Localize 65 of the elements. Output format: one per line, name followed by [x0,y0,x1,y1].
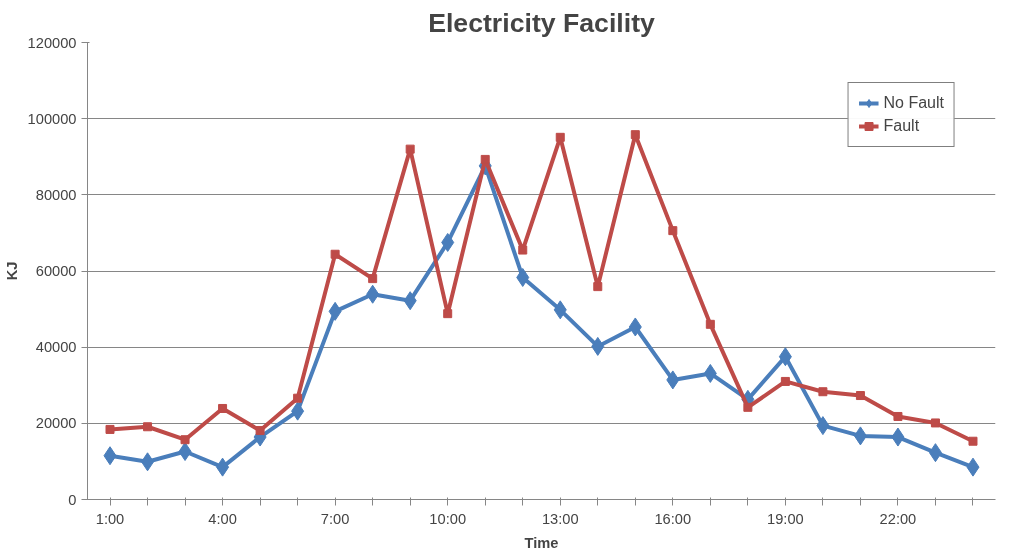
point [330,249,340,259]
x-tick-label: 22:00 [879,510,917,527]
point [366,284,380,304]
point [593,282,603,292]
point [666,370,680,390]
x-tick-label: 16:00 [654,510,692,527]
point [178,442,192,462]
point [291,401,305,421]
point [743,402,753,412]
point [105,424,115,434]
point [853,426,867,446]
point [103,446,117,466]
point [928,443,942,463]
x-tick-label: 19:00 [767,510,804,527]
point [218,403,228,413]
x-tick-label: 1:00 [95,510,125,527]
point [368,274,378,284]
point [255,426,265,436]
point [891,427,905,447]
point [966,457,980,477]
point [553,300,567,320]
point [705,319,715,329]
y-tick-label: 100000 [27,110,77,127]
point [293,393,303,403]
point [441,232,455,252]
point [855,391,865,401]
y-tick-label: 0 [68,491,77,508]
point [930,418,940,428]
point [518,245,528,255]
x-tick-label: 10:00 [429,510,467,527]
chart-title: Electricity Facility [428,7,656,38]
y-tick-label: 20000 [35,415,77,432]
point [480,154,490,164]
legend-label: Fault [883,117,920,135]
point [516,267,530,287]
point [141,452,155,472]
point [816,416,830,436]
point [778,347,792,367]
point [403,291,417,311]
x-tick-label: 13:00 [541,510,579,527]
point [555,132,565,142]
point [216,457,230,477]
point [591,336,605,356]
x-tick-label: 4:00 [208,510,237,527]
point [328,301,342,321]
y-tick-label: 80000 [35,186,77,203]
y-axis-title: KJ [3,261,20,281]
point [668,226,678,236]
x-tick-label: 7:00 [320,510,350,527]
point [818,387,828,397]
y-tick-label: 120000 [27,34,77,51]
x-axis-title: Time [524,534,559,551]
legend-label: No Fault [883,94,944,112]
point [703,363,717,383]
point [630,130,640,140]
point [780,376,790,386]
y-tick-label: 40000 [35,339,77,356]
point [893,411,903,421]
point [405,144,415,154]
point [180,435,190,445]
point [968,436,978,446]
point [443,309,453,319]
y-tick-label: 60000 [35,263,77,279]
point [628,317,642,337]
point [143,422,153,432]
